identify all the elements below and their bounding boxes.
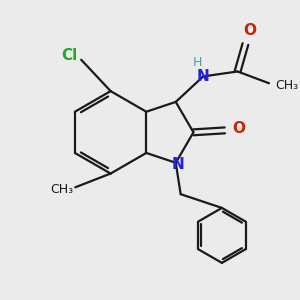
Text: H: H xyxy=(193,56,202,69)
Text: N: N xyxy=(197,69,210,84)
Text: Cl: Cl xyxy=(61,48,77,63)
Text: CH₃: CH₃ xyxy=(275,79,298,92)
Text: CH₃: CH₃ xyxy=(50,183,73,196)
Text: O: O xyxy=(243,23,256,38)
Text: N: N xyxy=(171,157,184,172)
Text: O: O xyxy=(232,121,245,136)
